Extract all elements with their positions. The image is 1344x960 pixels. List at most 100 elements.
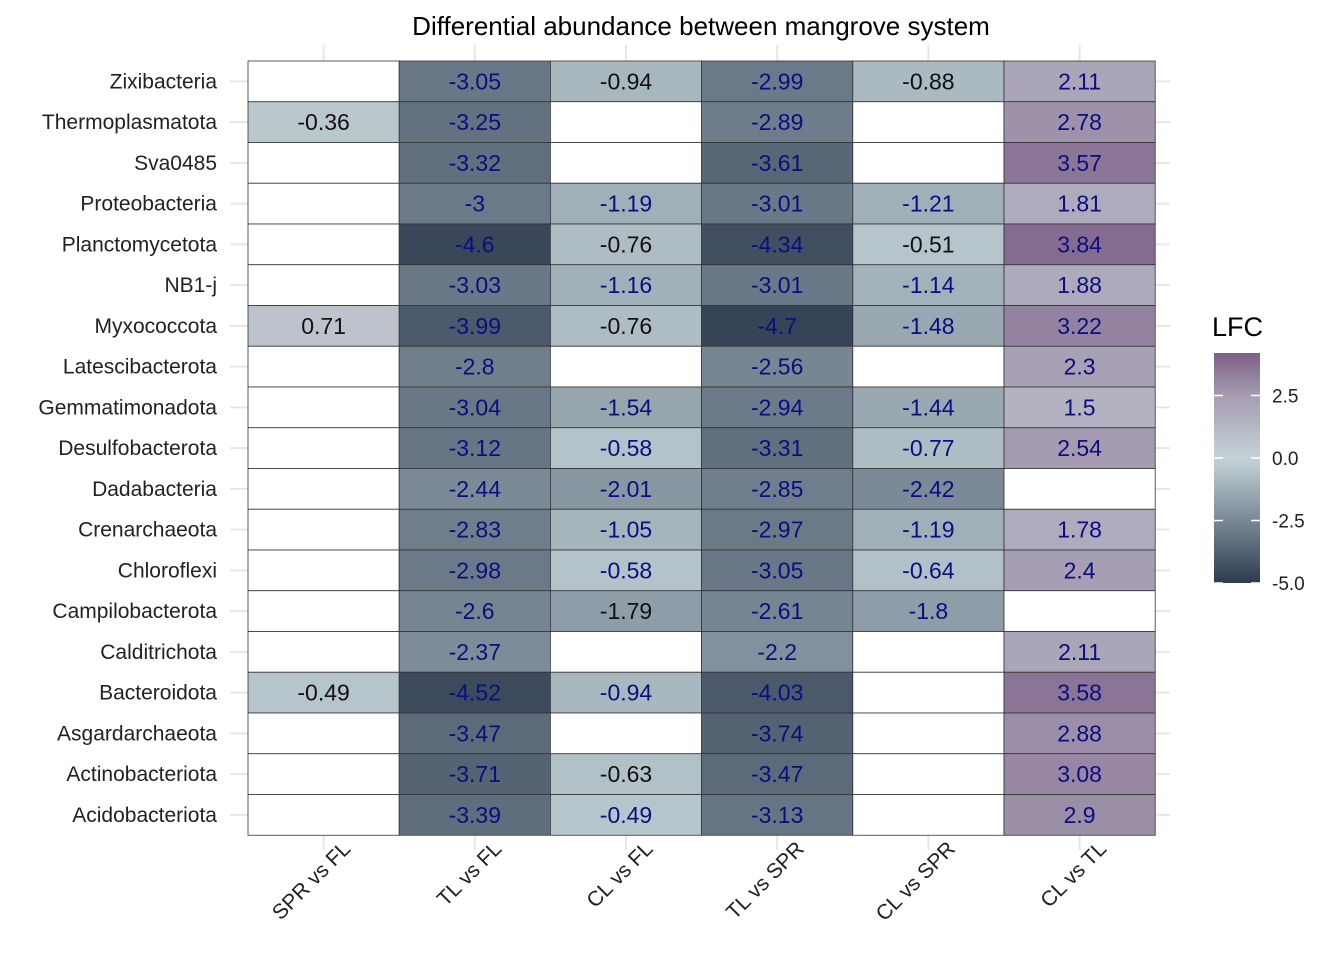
cell-value-label: 3.22: [1057, 313, 1102, 339]
legend-tick-label: -2.5: [1272, 512, 1305, 533]
heatmap-cell: [852, 631, 1005, 673]
heatmap-cell: [247, 60, 400, 103]
heatmap-cell: [1003, 182, 1156, 225]
cell-value-label: 3.84: [1057, 231, 1102, 257]
heatmap-cell: [398, 305, 551, 347]
heatmap-cell: [247, 753, 400, 795]
heatmap-cell: [1003, 631, 1156, 673]
cell-value-label: -1.14: [902, 272, 955, 298]
cell-value-label: -2.42: [902, 476, 954, 502]
heatmap-cell: [398, 549, 551, 592]
heatmap-cells: -3.05 -0.94 -2.99 -0.88 2.11 -0.36 -3.25 -2.89 2…: [247, 60, 1156, 836]
cell-value-label: -3.01: [751, 272, 803, 298]
cell-value-label: -3.47: [751, 761, 803, 787]
y-axis-label: Dadabacteria: [92, 478, 217, 501]
heatmap-cell: [852, 590, 1005, 632]
heatmap-cell: [247, 427, 400, 469]
heatmap-cell: [1003, 60, 1156, 103]
y-axis-label: Gemmatimonadota: [38, 396, 217, 419]
heatmap-cell: [247, 345, 400, 388]
chart-title: Differential abundance between mangrove …: [412, 11, 990, 41]
heatmap-cell: [550, 345, 703, 388]
cell-value-label: -4.03: [751, 680, 803, 706]
cell-value-label: -3.99: [449, 313, 501, 339]
heatmap-cell: [550, 549, 703, 592]
cell-value-label: -2.01: [600, 476, 652, 502]
cell-value-label: -3.74: [751, 720, 804, 746]
heatmap-cell: [1003, 345, 1156, 388]
cell-value-label: -0.77: [902, 435, 954, 461]
heatmap-cell: [247, 142, 400, 184]
cell-value-label: -2.61: [751, 598, 803, 624]
cell-value-label: -2.99: [751, 68, 803, 94]
heatmap-cell: [852, 264, 1005, 306]
cell-value-label: 1.78: [1057, 517, 1102, 543]
x-axis-label: CL vs TL: [1036, 837, 1111, 912]
y-axis-label: Acidobacteriota: [72, 804, 217, 827]
cell-value-label: -2.44: [449, 476, 502, 502]
heatmap-cell: [550, 794, 703, 836]
heatmap-cell: [701, 631, 854, 673]
cell-value-label: 2.4: [1064, 557, 1096, 583]
cell-value-label: -2.6: [455, 598, 495, 624]
heatmap-cell: [1003, 794, 1156, 836]
cell-value-label: 1.88: [1057, 272, 1102, 298]
cell-value-label: 2.9: [1064, 802, 1096, 828]
cell-value-label: -3.71: [449, 761, 501, 787]
y-axis-label: Zixibacteria: [110, 70, 218, 93]
heatmap-cell: [701, 753, 854, 795]
heatmap-cell: [701, 671, 854, 714]
cell-value-label: -1.54: [600, 394, 653, 420]
cell-value-label: -2.97: [751, 517, 803, 543]
heatmap-cell: [1003, 753, 1156, 795]
cell-value-label: -2.89: [751, 109, 803, 135]
heatmap-cell: [550, 386, 703, 429]
cell-value-label: -0.51: [902, 231, 954, 257]
cell-value-label: -2.94: [751, 394, 804, 420]
cell-value-label: 1.5: [1064, 394, 1096, 420]
heatmap-cell: [701, 345, 854, 388]
x-axis-label: TL vs SPR: [722, 837, 809, 924]
cell-value-label: -2.2: [757, 639, 797, 665]
cell-value-label: -1.21: [902, 191, 954, 217]
cell-value-label: -3.03: [449, 272, 501, 298]
cell-value-label: -0.49: [297, 680, 349, 706]
legend-tick-label: 2.5: [1272, 387, 1298, 408]
heatmap-cell: [398, 182, 551, 225]
heatmap-cell: [550, 468, 703, 510]
cell-value-label: -0.58: [600, 435, 652, 461]
cell-value-label: -1.19: [600, 191, 652, 217]
cell-value-label: -3.04: [449, 394, 502, 420]
y-axis-label: Asgardarchaeota: [57, 722, 217, 745]
heatmap-cell: [852, 468, 1005, 510]
cell-value-label: -0.64: [902, 557, 955, 583]
heatmap-cell: [1003, 508, 1156, 551]
cell-value-label: -0.76: [600, 313, 652, 339]
x-axis-label: TL vs FL: [433, 837, 506, 910]
heatmap-cell: [247, 264, 400, 306]
cell-value-label: -0.36: [297, 109, 349, 135]
heatmap-cell: [852, 142, 1005, 184]
y-axis-label: Myxococcota: [94, 315, 217, 338]
heatmap-cell: [550, 305, 703, 347]
x-axis-label: SPR vs FL: [268, 837, 355, 924]
heatmap-cell: [701, 386, 854, 429]
cell-value-label: -4.34: [751, 231, 804, 257]
heatmap-cell: [701, 590, 854, 632]
cell-value-label: -3.13: [751, 802, 803, 828]
y-axis-label: Bacteroidota: [99, 682, 217, 705]
heatmap-cell: [247, 468, 400, 510]
heatmap-cell: [852, 794, 1005, 836]
heatmap-cell: [1003, 386, 1156, 429]
heatmap-cell: [852, 345, 1005, 388]
heatmap-cell: [701, 549, 854, 592]
heatmap-cell: [398, 345, 551, 388]
cell-value-label: -0.58: [600, 557, 652, 583]
cell-value-label: -3.31: [751, 435, 803, 461]
cell-value-label: -1.48: [902, 313, 954, 339]
cell-value-label: -3.39: [449, 802, 501, 828]
cell-value-label: -1.44: [902, 394, 955, 420]
heatmap-cell: [398, 671, 551, 714]
heatmap-cell: [550, 590, 703, 632]
